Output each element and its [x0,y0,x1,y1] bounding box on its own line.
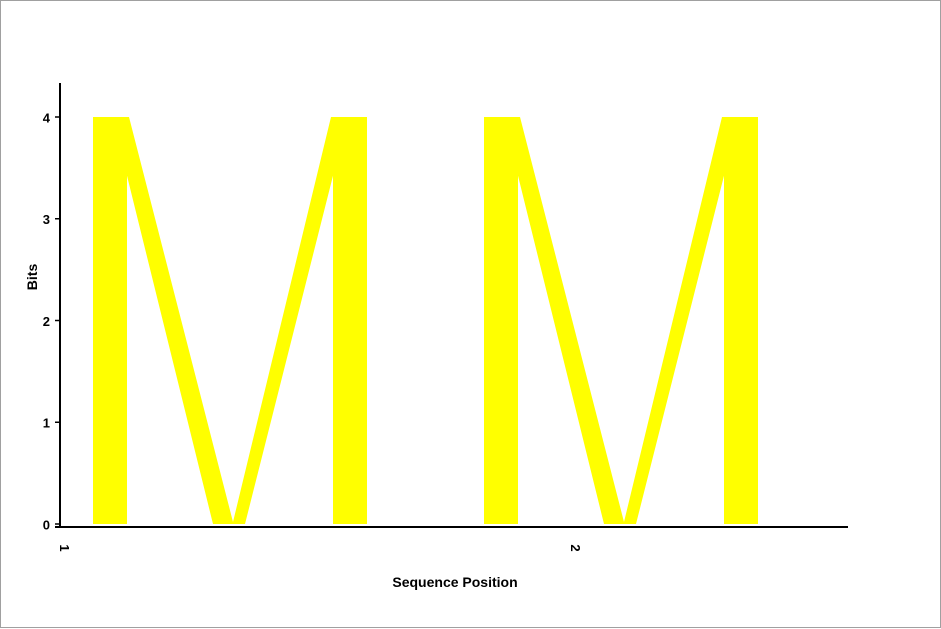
y-tick-label: 2 [43,314,50,329]
x-axis-title: Sequence Position [392,574,517,590]
y-tick-label: 3 [43,212,50,227]
y-axis-title: Bits [24,264,40,291]
axes [55,83,848,528]
y-ticks: 0 1 2 3 4 [43,110,61,532]
x-tick-label: 2 [568,544,583,551]
x-tick-label: 1 [57,544,72,551]
y-tick-label: 4 [43,110,51,125]
logo-letter-m [484,117,758,524]
y-tick-label: 1 [43,416,50,431]
logo-letters [93,117,758,524]
y-tick-label: 0 [43,517,50,532]
logo-letter-m [93,117,367,524]
